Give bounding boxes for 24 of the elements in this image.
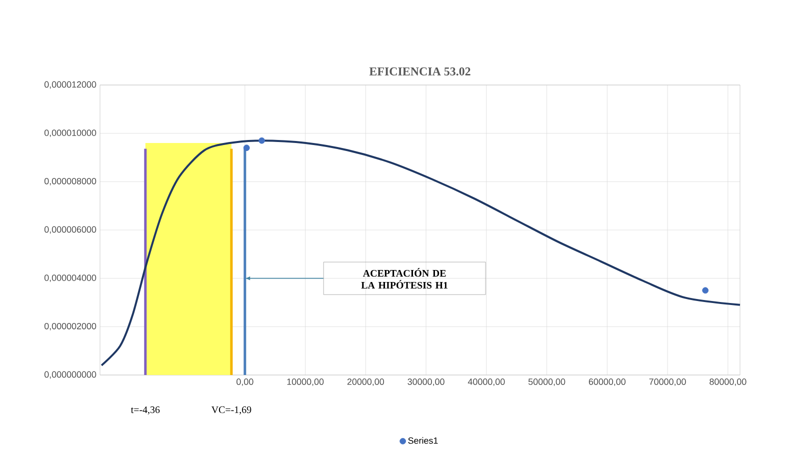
x-tick-label: 50000,00 [528,378,566,386]
x-tick-label: 70000,00 [649,378,686,386]
text: VC=-1,69 [211,406,252,415]
legend-label: Series1 [408,437,438,444]
y-tick-label: 0,000004000 [44,274,96,282]
x-tick-label: 80000,00 [710,378,746,386]
x-tick-label: 0,00 [236,378,254,386]
x-tick-label: 40000,00 [468,378,505,386]
point [258,137,265,144]
text: t=-4,36 [130,406,160,415]
y-tick-label: 0,000010000 [44,130,96,138]
y-tick-label: 0,000002000 [44,322,96,330]
annotation: ACEPTACIÓN DE LA HIPÓTESIS H1 [361,268,448,289]
y-tick-label: 0,000008000 [44,178,96,186]
y-tick-label: 0,000000000 [44,371,96,379]
point [702,287,709,294]
x-tick-label: 20000,00 [347,378,384,386]
x-tick-label: 10000,00 [287,378,324,386]
x-tick-label: 60000,00 [588,378,626,386]
y-tick-label: 0,000006000 [44,226,96,234]
chart-title: EFICIENCIA 53.02 [369,67,470,76]
x-tick-label: 30000,00 [408,378,444,386]
point [243,144,250,152]
y-tick-label: 0,000012000 [44,81,96,89]
